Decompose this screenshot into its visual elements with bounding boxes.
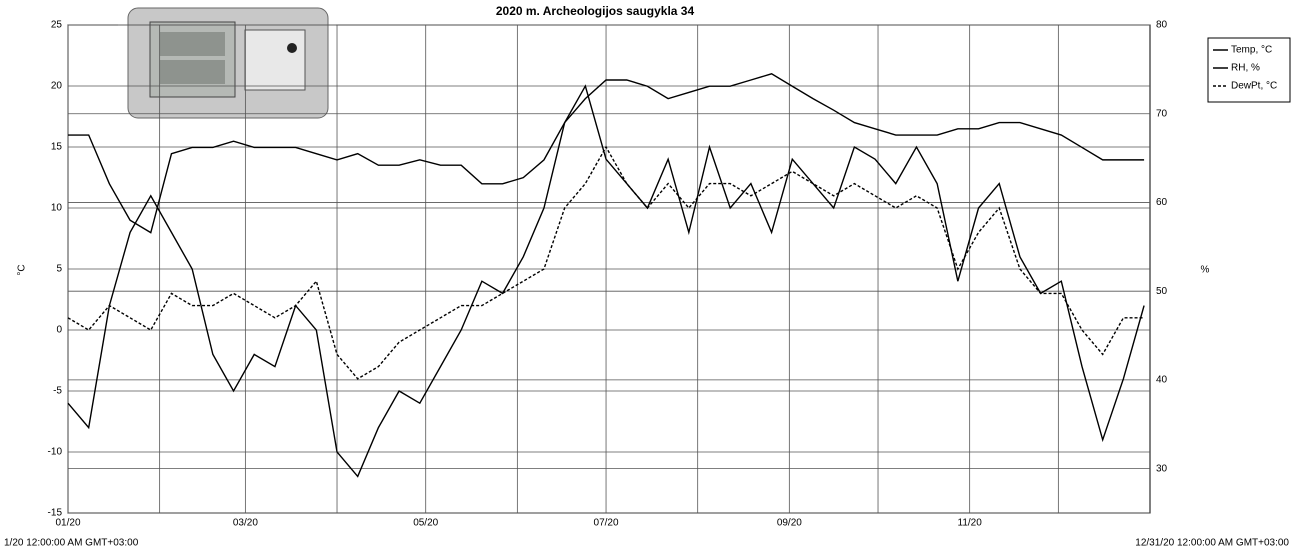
series-line xyxy=(68,73,1145,234)
y-axis-label: °C xyxy=(17,264,28,275)
y2-tick-label: 50 xyxy=(1156,286,1168,297)
y-tick-label: 20 xyxy=(51,81,63,92)
y2-tick-label: 80 xyxy=(1156,20,1168,31)
y-tick-label: 5 xyxy=(56,264,62,275)
y-tick-label: -5 xyxy=(53,386,62,397)
start-label: 1/20 12:00:00 AM GMT+03:00 xyxy=(4,538,139,549)
y-tick-label: 10 xyxy=(51,203,63,214)
y2-tick-label: 70 xyxy=(1156,108,1168,119)
y-tick-label: 0 xyxy=(56,325,62,336)
legend-label: Temp, °C xyxy=(1231,45,1272,56)
logger-photo xyxy=(118,0,336,126)
y-tick-label: 15 xyxy=(51,142,63,153)
y-tick-label: 25 xyxy=(51,20,63,31)
end-label: 12/31/20 12:00:00 AM GMT+03:00 xyxy=(1135,538,1289,549)
x-tick-label: 11/20 xyxy=(958,518,983,529)
x-tick-label: 09/20 xyxy=(777,518,802,529)
chart-title: 2020 m. Archeologijos saugykla 34 xyxy=(496,4,695,18)
legend-label: DewPt, °C xyxy=(1231,81,1277,92)
x-tick-label: 03/20 xyxy=(233,518,258,529)
y2-tick-label: 30 xyxy=(1156,463,1168,474)
y-tick-label: -15 xyxy=(48,508,63,519)
x-tick-label: 05/20 xyxy=(413,518,438,529)
legend-label: RH, % xyxy=(1231,63,1260,74)
y2-axis-label: % xyxy=(1201,265,1210,276)
x-tick-label: 07/20 xyxy=(594,518,619,529)
y2-tick-label: 60 xyxy=(1156,197,1168,208)
legend-box xyxy=(1207,37,1291,103)
y2-tick-label: 40 xyxy=(1156,375,1168,386)
x-tick-label: 01/20 xyxy=(55,518,80,529)
y-tick-label: -10 xyxy=(48,447,63,458)
series-line xyxy=(67,145,1145,380)
